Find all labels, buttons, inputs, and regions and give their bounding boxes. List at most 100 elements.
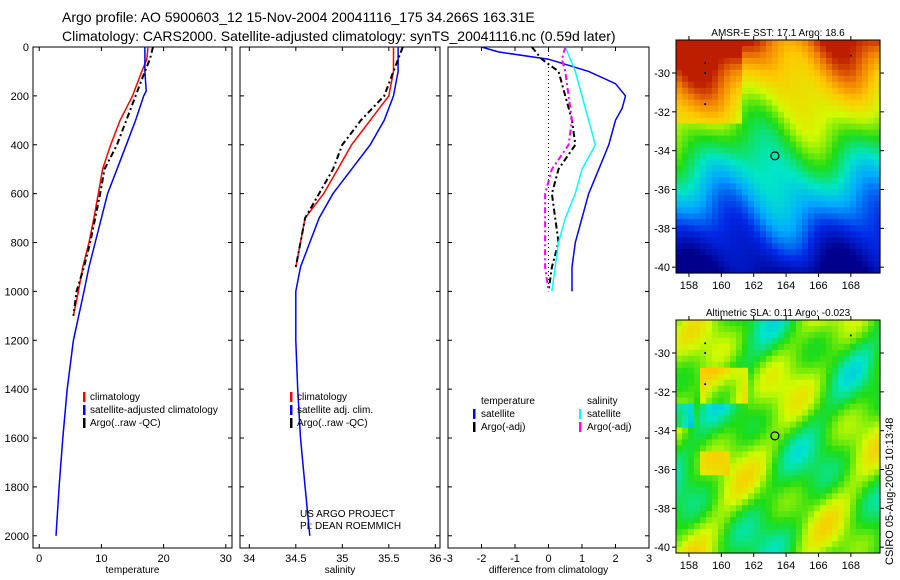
map-cell	[706, 469, 713, 476]
map-cell	[868, 129, 875, 137]
map-cell	[736, 367, 743, 375]
map-cell	[730, 99, 737, 107]
map-cell	[790, 189, 797, 196]
map-cell	[826, 493, 833, 500]
map-cell	[826, 75, 833, 83]
map-cell	[736, 87, 743, 95]
lon-tick-label: 166	[809, 280, 827, 292]
map-cell	[844, 75, 851, 83]
map-cell	[736, 147, 743, 155]
map-cell	[700, 219, 707, 226]
map-cell	[808, 255, 815, 262]
map-cell	[778, 421, 785, 429]
map-cell	[718, 219, 725, 226]
map-cell	[712, 457, 719, 464]
map-cell	[844, 373, 851, 381]
map-cell	[790, 517, 797, 524]
map-cell	[676, 141, 683, 149]
map-cell	[700, 487, 707, 494]
map-cell	[808, 135, 815, 143]
map-cell	[820, 427, 827, 435]
map-cell	[844, 433, 851, 441]
map-cell	[778, 481, 785, 488]
map-cell	[760, 505, 767, 512]
map-cell	[724, 255, 731, 262]
map-cell	[874, 75, 881, 83]
map-cell	[748, 171, 755, 178]
map-cell	[706, 361, 713, 369]
map-cell	[808, 481, 815, 488]
map-cell	[796, 63, 803, 71]
map-cell	[868, 87, 875, 95]
map-cell	[700, 159, 707, 167]
map-cell	[784, 69, 791, 77]
map-cell	[832, 505, 839, 512]
map-cell	[700, 153, 707, 161]
map-cell	[820, 231, 827, 238]
map-cell	[700, 123, 707, 131]
map-cell	[850, 75, 857, 83]
map-cell	[676, 320, 683, 327]
map-cell	[712, 111, 719, 119]
map-cell	[772, 213, 779, 220]
map-cell	[784, 123, 791, 131]
map-cell	[820, 87, 827, 95]
map-cell	[706, 261, 713, 268]
map-cell	[790, 499, 797, 506]
map-cell	[682, 231, 689, 238]
map-cell	[802, 409, 809, 417]
map-cell	[712, 415, 719, 423]
map-cell	[700, 189, 707, 196]
map-cell	[718, 469, 725, 476]
map-cell	[682, 391, 689, 399]
map-cell	[718, 541, 725, 548]
map-cell	[856, 385, 863, 393]
map-cell	[724, 135, 731, 143]
map-cell	[742, 105, 749, 113]
y-tick-label: 1200	[5, 335, 29, 347]
map-cell	[760, 475, 767, 482]
map-cell	[796, 493, 803, 500]
map-cell	[718, 403, 725, 411]
map-cell	[790, 415, 797, 423]
map-cell	[682, 147, 689, 155]
map-cell	[724, 159, 731, 167]
map-cell	[826, 225, 833, 232]
map-cell	[736, 63, 743, 71]
map-cell	[826, 337, 833, 345]
map-cell	[796, 517, 803, 524]
map-cell	[802, 201, 809, 208]
map-cell	[760, 213, 767, 220]
lon-tick-label: 166	[809, 560, 827, 572]
map-cell	[730, 367, 737, 375]
map-cell	[676, 445, 683, 453]
map-cell	[748, 165, 755, 173]
map-cell	[742, 337, 749, 345]
map-cell	[706, 517, 713, 524]
map-cell	[682, 75, 689, 83]
map-cell	[724, 129, 731, 137]
map-cell	[796, 427, 803, 435]
map-cell	[742, 46, 749, 53]
map-cell	[874, 445, 881, 453]
map-cell	[736, 343, 743, 351]
argo-profile-marker	[770, 151, 780, 161]
map-cell	[856, 165, 863, 173]
map-cell	[766, 320, 773, 327]
map-cell	[850, 475, 857, 482]
map-cell	[874, 159, 881, 167]
map-cell	[736, 457, 743, 464]
map-cell	[730, 397, 737, 405]
map-cell	[760, 343, 767, 351]
map-cell	[748, 75, 755, 83]
map-cell	[874, 391, 881, 399]
map-cell	[730, 141, 737, 149]
map-cell	[712, 237, 719, 244]
map-cell	[712, 57, 719, 65]
map-cell	[862, 225, 869, 232]
map-cell	[820, 415, 827, 423]
x-tick-label: 36	[429, 553, 441, 565]
map-cell	[832, 46, 839, 53]
map-cell	[742, 171, 749, 178]
